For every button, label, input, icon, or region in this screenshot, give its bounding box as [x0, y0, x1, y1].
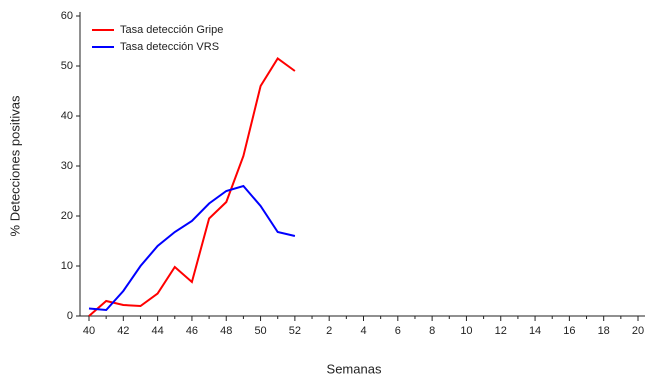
- x-tick-label: 18: [598, 325, 610, 337]
- x-tick-label: 4: [360, 325, 366, 337]
- series-line: [88, 57, 296, 317]
- x-axis-label: Semanas: [327, 361, 382, 376]
- series-line: [88, 184, 296, 312]
- y-tick-label: 40: [61, 110, 73, 122]
- x-tick-label: 10: [460, 325, 472, 337]
- legend-label: Tasa detección VRS: [120, 41, 219, 53]
- x-tick-label: 12: [495, 325, 507, 337]
- x-tick-label: 14: [529, 325, 541, 337]
- x-tick-label: 48: [220, 325, 232, 337]
- y-tick-label: 50: [61, 60, 73, 72]
- x-tick-label: 44: [152, 325, 164, 337]
- x-tick-label: 40: [83, 325, 95, 337]
- x-tick-label: 46: [186, 325, 198, 337]
- x-tick-label: 6: [395, 325, 401, 337]
- y-axis-label: % Detecciones positivas: [7, 95, 22, 236]
- y-tick-label: 0: [67, 310, 73, 322]
- x-tick-label: 2: [326, 325, 332, 337]
- x-tick-label: 52: [289, 325, 301, 337]
- y-tick-label: 10: [61, 260, 73, 272]
- legend-label: Tasa detección Gripe: [120, 24, 223, 36]
- x-tick-label: 8: [429, 325, 435, 337]
- x-tick-label: 42: [117, 325, 129, 337]
- y-tick-label: 30: [61, 160, 73, 172]
- y-tick-label: 20: [61, 210, 73, 222]
- y-tick-label: 60: [61, 10, 73, 22]
- x-tick-label: 20: [632, 325, 644, 337]
- x-tick-label: 16: [563, 325, 575, 337]
- x-tick-label: 50: [254, 325, 266, 337]
